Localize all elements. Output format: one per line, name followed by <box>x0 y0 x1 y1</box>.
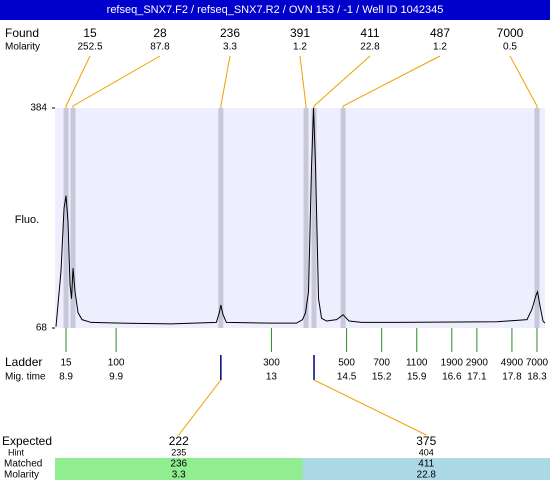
peak-connector <box>509 55 538 108</box>
ladder-size: 2900 <box>466 358 489 369</box>
found-molarity: 1.2 <box>293 42 307 53</box>
found-size: 391 <box>290 26 310 40</box>
ladder-size: 300 <box>263 358 280 369</box>
ladder-time: 15.9 <box>407 372 427 383</box>
expected-size: 375 <box>416 434 436 448</box>
peak-band <box>63 108 69 328</box>
ladder-size: 7000 <box>526 358 549 369</box>
found-size: 487 <box>430 26 450 40</box>
found-label: Found <box>5 26 39 40</box>
hint-size: 404 <box>419 447 434 457</box>
ladder-size: 700 <box>373 358 390 369</box>
y-axis-label: Fluo. <box>15 214 39 226</box>
y-tick-label: 68 <box>36 323 48 334</box>
found-size: 411 <box>360 26 379 40</box>
plot-area <box>55 108 545 328</box>
found-molarity: 0.5 <box>503 42 517 53</box>
matched-size: 236 <box>170 459 187 470</box>
found-molarity: 252.5 <box>77 42 102 53</box>
ladder-size: 15 <box>60 358 72 369</box>
trace <box>55 107 546 327</box>
ladder-size: 500 <box>338 358 355 369</box>
expected-molarity-label: Molarity <box>4 470 39 480</box>
ladder-time: 17.8 <box>502 372 522 383</box>
peak-connector <box>299 55 307 108</box>
ladder-time: 8.9 <box>59 372 73 383</box>
ladder-time: 13 <box>266 372 278 383</box>
found-size: 236 <box>220 26 240 40</box>
found-molarity: 1.2 <box>433 42 447 53</box>
title: refseq_SNX7.F2 / refseq_SNX7.R2 / OVN 15… <box>107 4 444 16</box>
peak-connector <box>220 55 231 108</box>
ladder-size: 4900 <box>501 358 524 369</box>
ladder-time: 18.3 <box>527 372 547 383</box>
matched-band <box>302 458 550 480</box>
matched-size: 411 <box>418 459 434 470</box>
found-molarity: 22.8 <box>360 42 380 53</box>
ladder-size: 1900 <box>441 358 464 369</box>
peak-band <box>534 108 540 328</box>
peak-connector <box>72 55 161 108</box>
peak-band <box>303 108 309 328</box>
title-bar <box>0 0 550 20</box>
found-molarity: 3.3 <box>223 42 237 53</box>
ladder-label: Ladder <box>5 355 42 369</box>
peak-connector <box>313 55 371 108</box>
found-size: 28 <box>153 26 167 40</box>
match-connector <box>313 379 427 436</box>
peak-connector <box>65 55 91 108</box>
match-connector <box>178 379 222 436</box>
ladder-time: 15.2 <box>372 372 392 383</box>
peak-band <box>70 108 76 328</box>
expected-label: Expected <box>2 434 52 448</box>
found-molarity: 87.8 <box>150 42 170 53</box>
matched-molarity: 3.3 <box>172 470 186 480</box>
matched-label: Matched <box>4 459 42 470</box>
matched-molarity: 22.8 <box>417 470 437 480</box>
ladder-size: 100 <box>108 358 125 369</box>
peak-connector <box>342 55 441 108</box>
found-size: 7000 <box>497 26 524 40</box>
found-size: 15 <box>83 26 97 40</box>
y-tick-label: 384 <box>30 103 47 114</box>
matched-band <box>55 458 303 480</box>
peak-band <box>218 108 224 328</box>
molarity-label: Molarity <box>5 42 40 53</box>
ladder-size: 1100 <box>406 358 428 369</box>
hint-label: Hint <box>8 447 25 457</box>
mig-time-label: Mig. time <box>5 372 46 383</box>
ladder-time: 9.9 <box>109 372 123 383</box>
expected-size: 222 <box>169 434 189 448</box>
ladder-time: 16.6 <box>442 372 462 383</box>
hint-size: 235 <box>171 447 186 457</box>
peak-band <box>311 108 317 328</box>
ladder-time: 14.5 <box>337 372 357 383</box>
peak-band <box>340 108 346 328</box>
ladder-time: 17.1 <box>467 372 487 383</box>
